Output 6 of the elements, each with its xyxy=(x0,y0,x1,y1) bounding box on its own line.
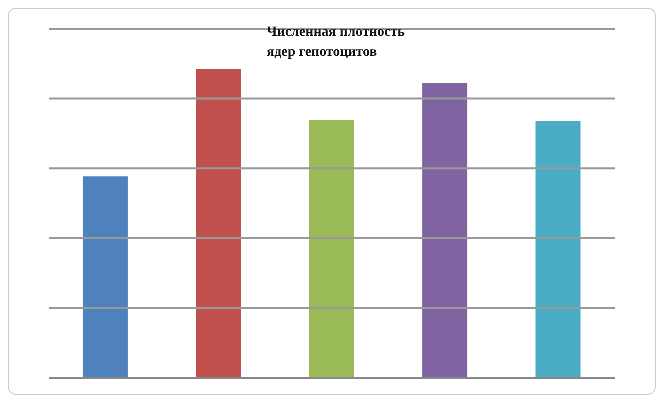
chart-title: Численная плотность ядер гепотоцитов xyxy=(267,24,406,62)
bar xyxy=(422,83,468,378)
bar xyxy=(196,69,242,378)
bar xyxy=(82,176,128,378)
bar xyxy=(536,121,581,378)
bar xyxy=(309,120,354,378)
